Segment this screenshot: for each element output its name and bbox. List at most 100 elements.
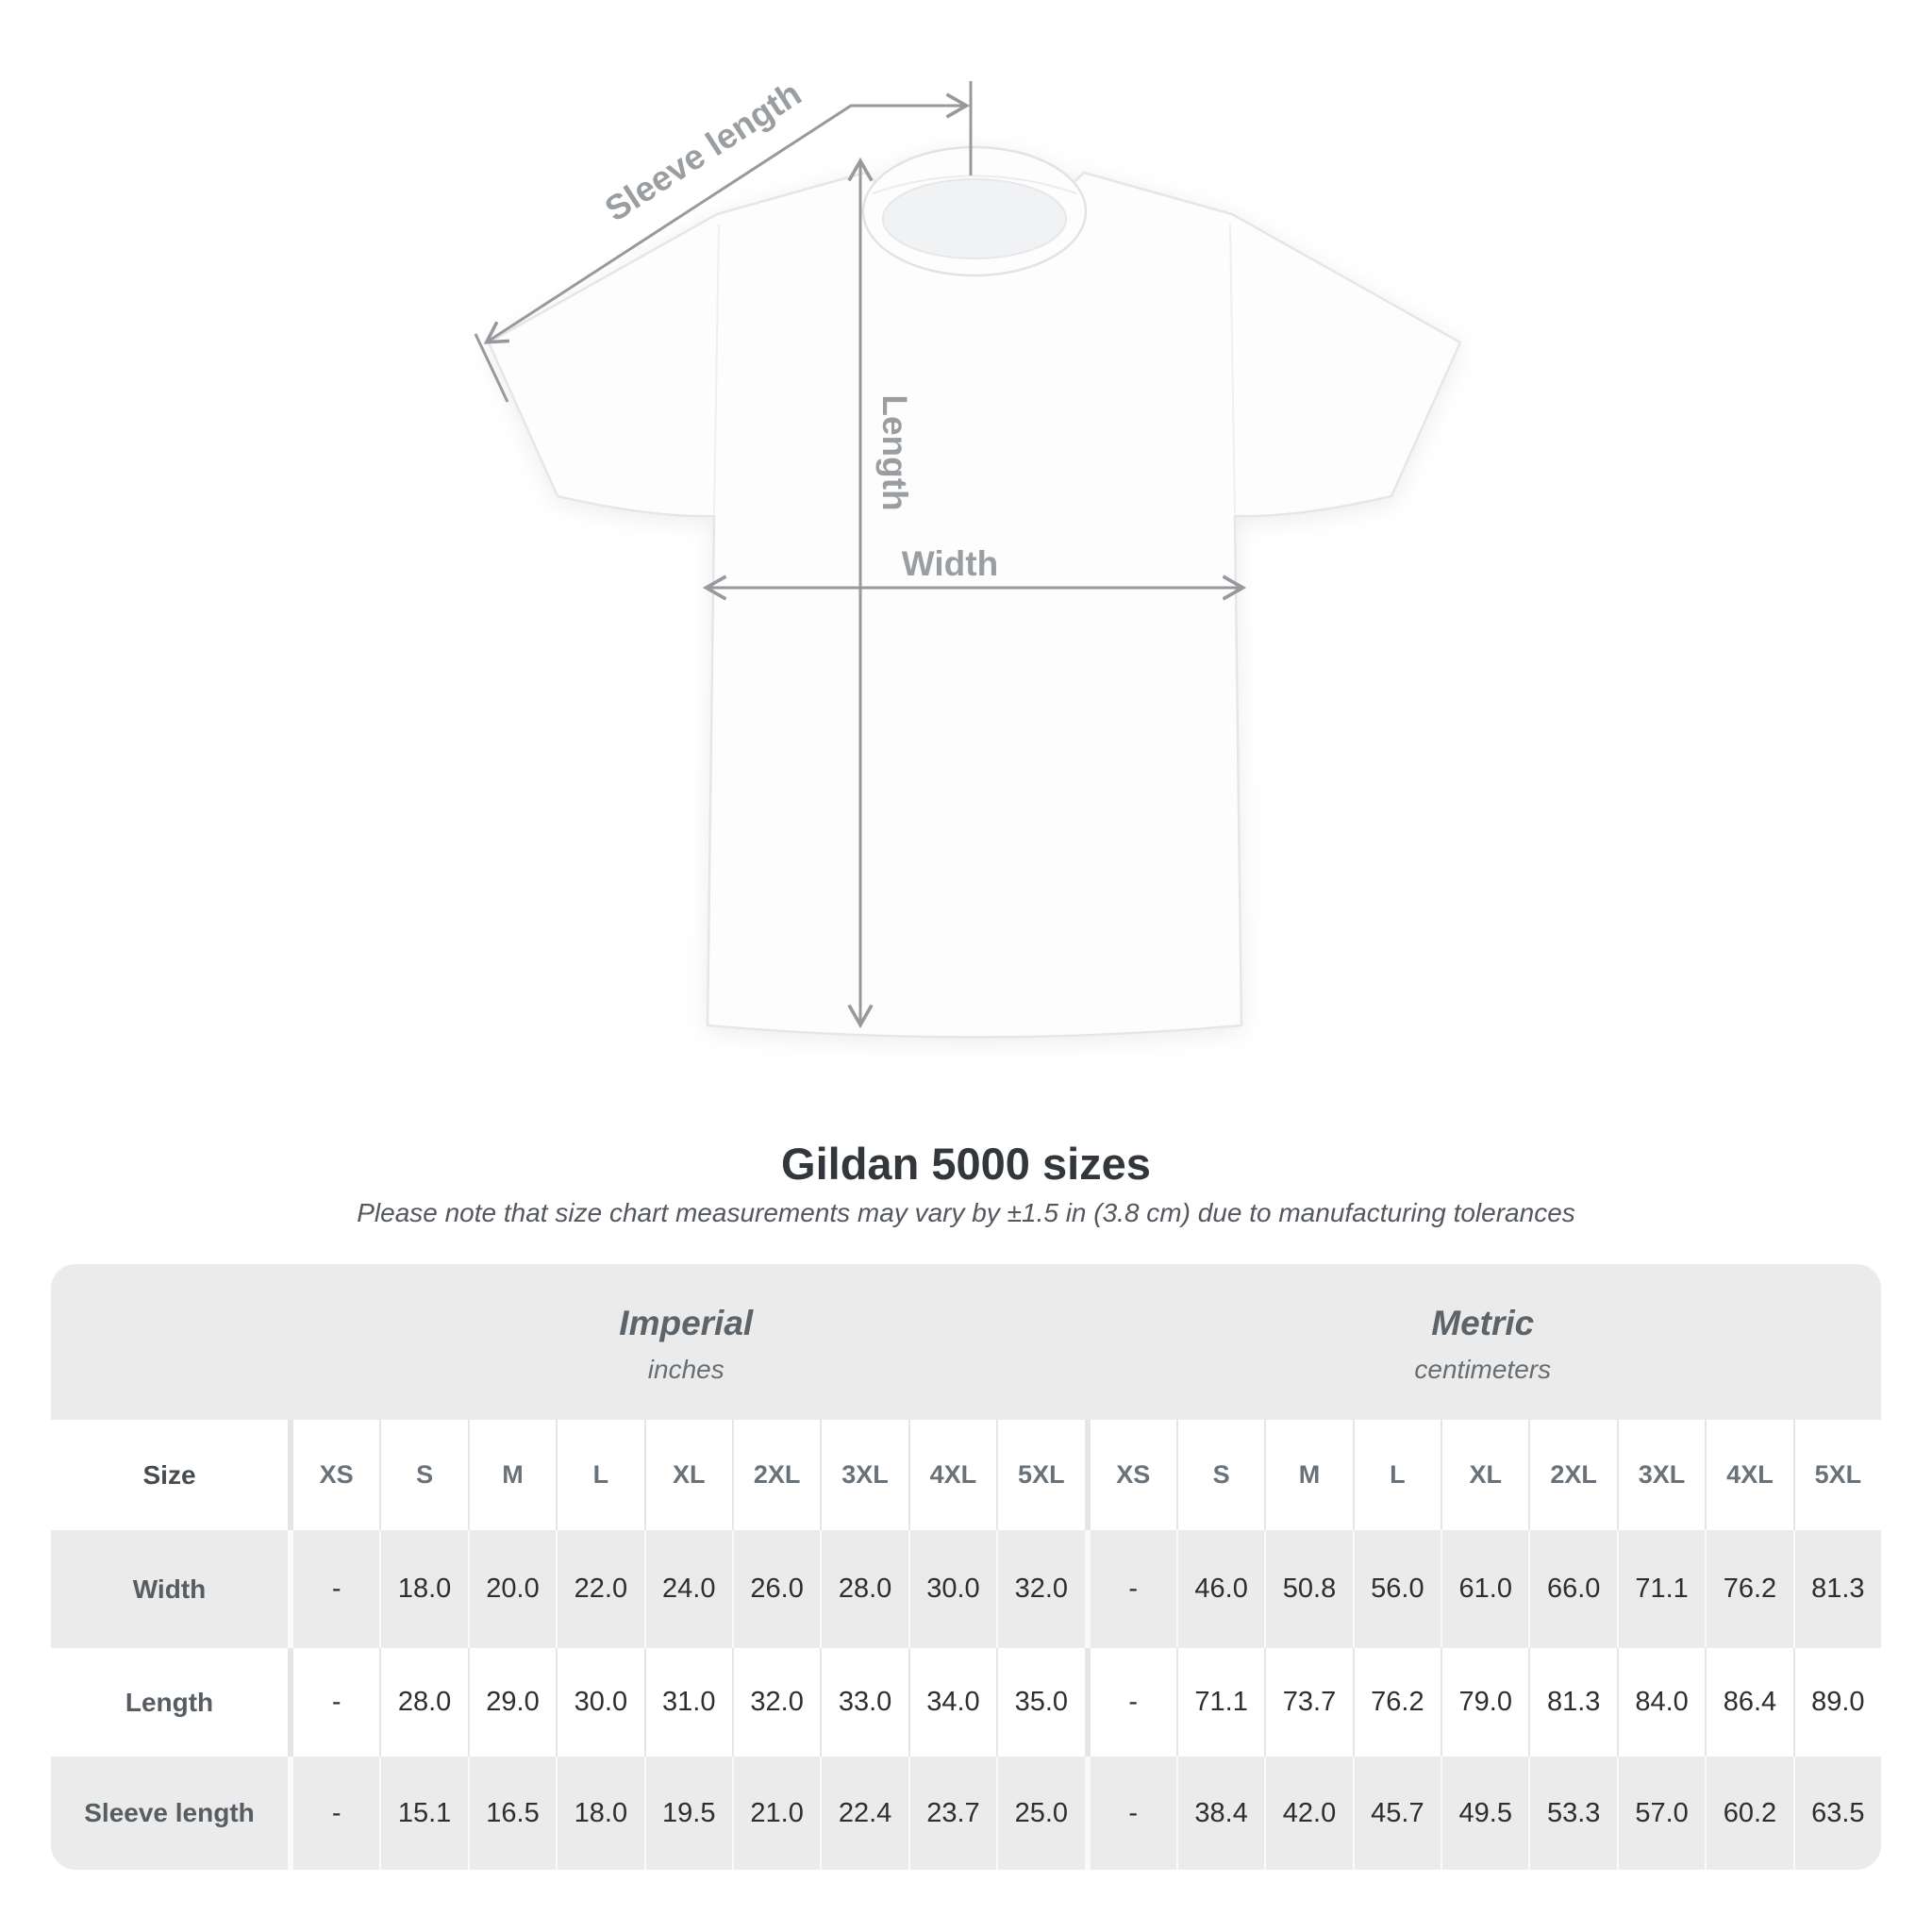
table-cell: 76.2 bbox=[1705, 1530, 1792, 1648]
table-cell: 50.8 bbox=[1264, 1530, 1352, 1648]
sleeve-length-sleeve-tick bbox=[474, 333, 509, 403]
table-row-sleeve-length: Sleeve length - 15.1 16.5 18.0 19.5 21.0… bbox=[51, 1757, 1881, 1870]
table-header-band: Imperial inches Metric centimeters bbox=[51, 1264, 1881, 1420]
table-cell: 45.7 bbox=[1352, 1757, 1441, 1870]
imperial-unit-label: inches bbox=[647, 1354, 724, 1384]
table-cell: 46.0 bbox=[1175, 1530, 1264, 1648]
table-cell: 26.0 bbox=[731, 1530, 820, 1648]
row-label: Length bbox=[125, 1687, 214, 1717]
tshirt-collar-inner bbox=[882, 178, 1067, 259]
size-header-cell: L bbox=[556, 1420, 643, 1530]
table-cell: 32.0 bbox=[731, 1648, 820, 1757]
table-cell: 61.0 bbox=[1441, 1530, 1528, 1648]
page-title: Gildan 5000 sizes bbox=[781, 1139, 1151, 1189]
table-cell: 19.5 bbox=[643, 1757, 732, 1870]
size-header-cell: 2XL bbox=[1528, 1420, 1616, 1530]
table-cell: - bbox=[288, 1757, 379, 1870]
table-cell: 22.0 bbox=[556, 1530, 643, 1648]
size-header-cell: XS bbox=[288, 1420, 379, 1530]
table-cell: 71.1 bbox=[1175, 1648, 1264, 1757]
table-cell: 89.0 bbox=[1792, 1648, 1881, 1757]
row-label: Sleeve length bbox=[84, 1798, 255, 1827]
tolerance-note: Please note that size chart measurements… bbox=[357, 1198, 1575, 1227]
tshirt-right-seam bbox=[1229, 224, 1236, 515]
dimension-lines bbox=[474, 81, 1247, 1029]
size-header-cell: 5XL bbox=[1792, 1420, 1881, 1530]
table-cell: - bbox=[288, 1530, 379, 1648]
table-cell: 86.4 bbox=[1705, 1648, 1792, 1757]
table-cell: 35.0 bbox=[996, 1648, 1084, 1757]
table-row-length: Length - 28.0 29.0 30.0 31.0 32.0 33.0 3… bbox=[51, 1648, 1881, 1757]
metric-label: Metric bbox=[1431, 1303, 1535, 1342]
table-cell: 29.0 bbox=[467, 1648, 556, 1757]
table-cell: 42.0 bbox=[1264, 1757, 1352, 1870]
tshirt-diagram-svg: Sleeve length Length Width bbox=[474, 74, 1462, 1039]
table-cell: 76.2 bbox=[1352, 1648, 1441, 1757]
table-cell: 33.0 bbox=[820, 1648, 908, 1757]
tshirt-image bbox=[487, 145, 1462, 1039]
table-cell: 79.0 bbox=[1441, 1648, 1528, 1757]
table-cell: 60.2 bbox=[1705, 1757, 1792, 1870]
table-cell: - bbox=[1084, 1530, 1176, 1648]
table-cell: 71.1 bbox=[1616, 1530, 1705, 1648]
imperial-group-header: Imperial inches bbox=[288, 1264, 1085, 1420]
size-header-row: Size XS S M L XL 2XL 3XL 4XL 5XL XS S M … bbox=[51, 1420, 1881, 1530]
size-header-cell: M bbox=[1264, 1420, 1352, 1530]
size-header-cell: 4XL bbox=[1705, 1420, 1792, 1530]
table-cell: 16.5 bbox=[467, 1757, 556, 1870]
sleeve-length-arrow bbox=[483, 92, 971, 344]
size-header-cell: 2XL bbox=[731, 1420, 820, 1530]
table-cell: 28.0 bbox=[379, 1648, 467, 1757]
size-header-cell: 3XL bbox=[820, 1420, 908, 1530]
tshirt-body bbox=[487, 171, 1462, 1039]
table-cell: 23.7 bbox=[908, 1757, 996, 1870]
size-header-cell: XL bbox=[643, 1420, 732, 1530]
table-cell: 49.5 bbox=[1441, 1757, 1528, 1870]
size-header-cell: XS bbox=[1084, 1420, 1176, 1530]
table-cell: 81.3 bbox=[1528, 1648, 1616, 1757]
table-cell: 53.3 bbox=[1528, 1757, 1616, 1870]
table-cell: 34.0 bbox=[908, 1648, 996, 1757]
table-cell: 56.0 bbox=[1352, 1530, 1441, 1648]
table-cell: 81.3 bbox=[1792, 1530, 1881, 1648]
header-band-spacer bbox=[51, 1264, 288, 1420]
table-cell: 25.0 bbox=[996, 1757, 1084, 1870]
table-cell: 21.0 bbox=[731, 1757, 820, 1870]
metric-group-header: Metric centimeters bbox=[1085, 1264, 1882, 1420]
imperial-label: Imperial bbox=[619, 1303, 754, 1342]
size-header-cell: 4XL bbox=[908, 1420, 996, 1530]
size-header-cell: 3XL bbox=[1616, 1420, 1705, 1530]
table-cell: 73.7 bbox=[1264, 1648, 1352, 1757]
table-cell: 30.0 bbox=[908, 1530, 996, 1648]
table-cell: 31.0 bbox=[643, 1648, 732, 1757]
table-cell: 57.0 bbox=[1616, 1757, 1705, 1870]
table-cell: 63.5 bbox=[1792, 1757, 1881, 1870]
table-cell: 18.0 bbox=[379, 1530, 467, 1648]
size-header-cell: S bbox=[1175, 1420, 1264, 1530]
size-header-cell: 5XL bbox=[996, 1420, 1084, 1530]
table-cell: 18.0 bbox=[556, 1757, 643, 1870]
table-cell: 32.0 bbox=[996, 1530, 1084, 1648]
length-label: Length bbox=[875, 394, 914, 510]
table-cell: 38.4 bbox=[1175, 1757, 1264, 1870]
table-cell: 30.0 bbox=[556, 1648, 643, 1757]
size-column-header: Size bbox=[142, 1459, 196, 1490]
metric-unit-label: centimeters bbox=[1414, 1354, 1552, 1384]
size-header-cell: S bbox=[379, 1420, 467, 1530]
table-cell: - bbox=[288, 1648, 379, 1757]
table-cell: - bbox=[1084, 1648, 1176, 1757]
row-label: Width bbox=[132, 1574, 207, 1604]
table-cell: 66.0 bbox=[1528, 1530, 1616, 1648]
table-cell: 28.0 bbox=[820, 1530, 908, 1648]
table-cell: 15.1 bbox=[379, 1757, 467, 1870]
width-label: Width bbox=[902, 544, 998, 583]
table-cell: 22.4 bbox=[820, 1757, 908, 1870]
table-cell: 20.0 bbox=[467, 1530, 556, 1648]
size-table: Imperial inches Metric centimeters Size … bbox=[51, 1264, 1881, 1870]
table-cell: 24.0 bbox=[643, 1530, 732, 1648]
table-cell: 84.0 bbox=[1616, 1648, 1705, 1757]
size-header-cell: M bbox=[467, 1420, 556, 1530]
table-cell: - bbox=[1084, 1757, 1176, 1870]
size-header-cell: XL bbox=[1441, 1420, 1528, 1530]
